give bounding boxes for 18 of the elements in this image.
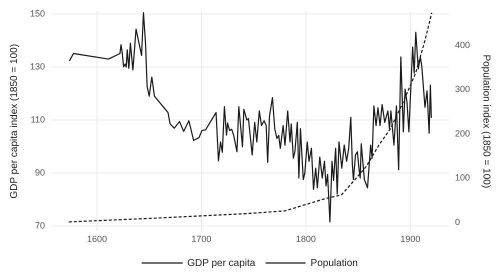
- y2-tick-label: 100: [454, 172, 470, 183]
- legend-label: Population: [310, 258, 358, 269]
- y2-tick-label: 300: [454, 84, 470, 94]
- x-tick-label: 1900: [400, 234, 420, 244]
- x-tick-label: 1600: [86, 234, 107, 244]
- y2-tick-label: 400: [454, 40, 470, 50]
- y-tick-label: 90: [35, 167, 46, 178]
- y-tick-label: 150: [30, 8, 46, 19]
- y2-tick-label: 0: [454, 216, 460, 227]
- x-tick-label: 1800: [296, 234, 316, 244]
- x-tick-label: 1700: [191, 234, 212, 244]
- y2-axis-title: Population index (1850 = 100): [480, 54, 492, 188]
- y-tick-label: 130: [30, 61, 46, 72]
- y-axis-title: GDP per capita index (1850 = 100): [8, 44, 20, 199]
- y-tick-label: 70: [35, 220, 46, 230]
- y-tick-label: 110: [30, 114, 46, 124]
- y2-tick-label: 200: [454, 128, 470, 138]
- legend-label: GDP per capita: [187, 258, 256, 269]
